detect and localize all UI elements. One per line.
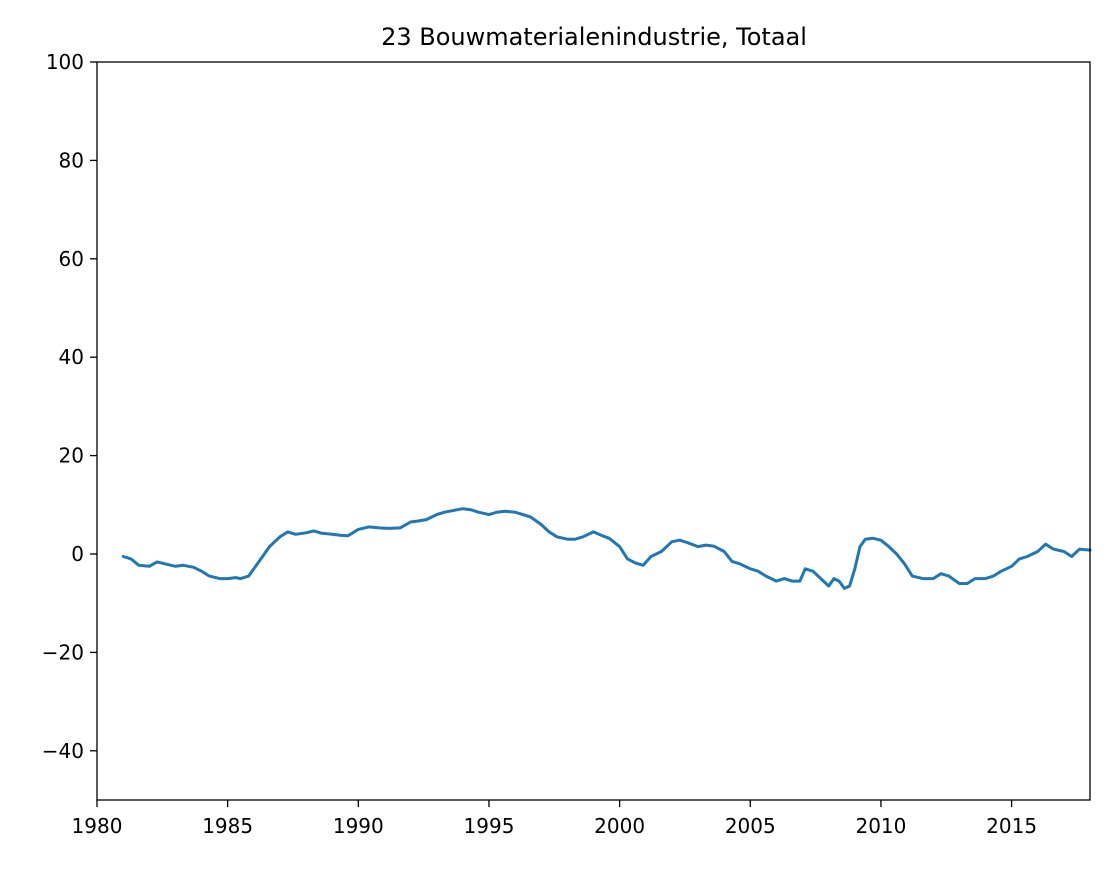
series-line xyxy=(121,507,1092,590)
y-tick-label: 100 xyxy=(46,50,84,74)
x-tick-label: 2010 xyxy=(855,814,906,838)
plot-frame xyxy=(96,61,1091,801)
x-tick-label: 1990 xyxy=(333,814,384,838)
x-tick-label: 2000 xyxy=(594,814,645,838)
y-tick-label: 0 xyxy=(71,542,84,566)
chart-title: 23 Bouwmaterialenindustrie, Totaal xyxy=(381,23,807,51)
y-tick-label: 40 xyxy=(59,345,84,369)
x-tick-label: 1985 xyxy=(202,814,253,838)
x-tick-label: 2005 xyxy=(725,814,776,838)
y-tick-label: −40 xyxy=(42,739,84,763)
x-tick-label: 2015 xyxy=(986,814,1037,838)
y-tick-label: −20 xyxy=(42,640,84,664)
y-tick-label: 20 xyxy=(59,444,84,468)
y-tick-label: 60 xyxy=(59,247,84,271)
x-tick-label: 1995 xyxy=(464,814,515,838)
y-tick-label: 80 xyxy=(59,148,84,172)
x-tick-label: 1980 xyxy=(72,814,123,838)
